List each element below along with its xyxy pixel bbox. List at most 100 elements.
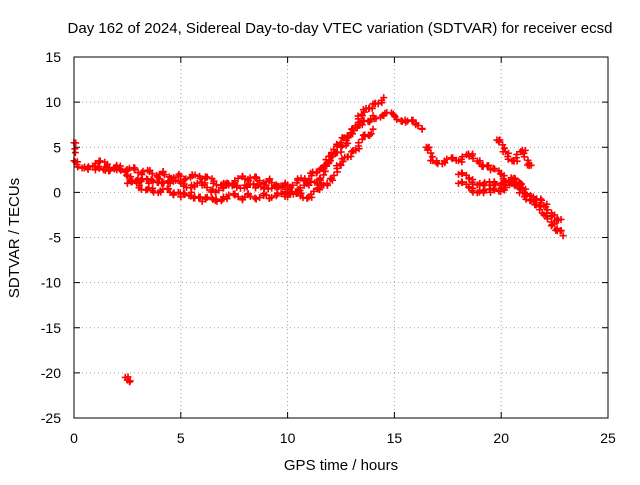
data-point: [268, 179, 276, 187]
data-point: [374, 100, 382, 108]
data-point: [458, 153, 466, 161]
x-tick-label: 0: [70, 430, 78, 446]
data-point: [414, 122, 422, 130]
y-tick-label: -5: [49, 230, 62, 246]
data-point: [393, 115, 401, 123]
data-point: [511, 180, 519, 188]
axis-ticks: 0 5 10 15 20 25 -25 -20 -15 -10 -5 0 5 10 15: [41, 49, 616, 446]
data-point: [496, 169, 504, 177]
series-upper-strand: [91, 94, 388, 192]
data-point: [187, 188, 195, 196]
data-point: [170, 174, 178, 182]
data-point: [243, 182, 251, 190]
data-point: [277, 189, 285, 197]
data-point: [71, 149, 79, 157]
data-point: [520, 153, 528, 161]
data-point: [193, 179, 201, 187]
y-tick-label: 5: [53, 139, 61, 155]
data-point: [469, 154, 477, 162]
data-point: [358, 112, 366, 120]
data-point: [305, 181, 313, 189]
data-point: [458, 170, 466, 178]
data-point: [337, 139, 345, 147]
data-point: [479, 187, 487, 195]
data-point: [557, 215, 565, 223]
data-point: [458, 179, 466, 187]
data-point: [246, 192, 254, 200]
data-point: [123, 179, 131, 187]
x-tick-label: 10: [280, 430, 296, 446]
data-point: [543, 215, 551, 223]
data-point: [215, 186, 223, 194]
data-point: [427, 149, 435, 157]
data-point: [481, 186, 489, 194]
data-point: [198, 197, 206, 205]
data-point: [130, 166, 138, 174]
data-point: [367, 116, 375, 124]
data-point: [91, 159, 99, 167]
data-point: [491, 165, 499, 173]
data-point: [180, 190, 188, 198]
data-point: [94, 163, 102, 171]
data-point: [372, 114, 380, 122]
data-point: [139, 167, 147, 175]
data-point: [289, 181, 297, 189]
series-late-segment-c: [454, 178, 567, 240]
data-points: [70, 94, 567, 386]
data-point: [177, 172, 185, 180]
y-tick-label: -15: [41, 320, 61, 336]
data-point: [268, 193, 276, 201]
series-late-segment-d: [493, 136, 535, 170]
data-point: [527, 161, 535, 169]
y-tick-label: 0: [53, 184, 61, 200]
data-point: [522, 195, 530, 203]
data-point: [203, 184, 211, 192]
data-point: [559, 232, 567, 240]
data-point: [330, 171, 338, 179]
data-point: [320, 171, 328, 179]
data-point: [513, 157, 521, 165]
data-point: [246, 174, 254, 182]
data-point: [490, 179, 498, 187]
data-point: [556, 227, 564, 235]
x-tick-label: 15: [387, 430, 403, 446]
data-point: [264, 185, 272, 193]
data-point: [310, 187, 318, 195]
y-tick-label: -10: [41, 275, 61, 291]
y-axis-label: SDTVAR / TECUs: [6, 178, 23, 298]
grid-lines: [74, 57, 608, 418]
data-point: [510, 179, 518, 187]
data-point: [148, 170, 156, 178]
data-point: [195, 193, 203, 201]
data-point: [501, 183, 509, 191]
data-point: [252, 195, 260, 203]
y-tick-label: 15: [45, 49, 61, 65]
chart-title: Day 162 of 2024, Sidereal Day-to-day VTE…: [68, 20, 613, 37]
data-point: [319, 164, 327, 172]
data-point: [95, 164, 103, 172]
data-point: [74, 163, 82, 171]
data-point: [367, 130, 375, 138]
data-point: [256, 177, 264, 185]
data-point: [296, 184, 304, 192]
data-point: [322, 156, 330, 164]
data-point: [551, 211, 559, 219]
data-point: [323, 179, 331, 187]
series-lower-strand: [123, 125, 377, 205]
data-point: [160, 179, 168, 187]
data-point: [351, 122, 359, 130]
data-point: [449, 155, 457, 163]
data-point: [418, 125, 426, 133]
data-point: [84, 164, 92, 172]
data-point: [225, 191, 233, 199]
data-point: [551, 220, 559, 228]
data-point: [369, 125, 377, 133]
data-point: [380, 94, 388, 102]
data-point: [316, 186, 324, 194]
y-tick-label: -25: [41, 410, 61, 426]
data-point: [355, 139, 363, 147]
y-tick-label: 10: [45, 94, 61, 110]
data-point: [253, 181, 261, 189]
data-point: [181, 191, 189, 199]
